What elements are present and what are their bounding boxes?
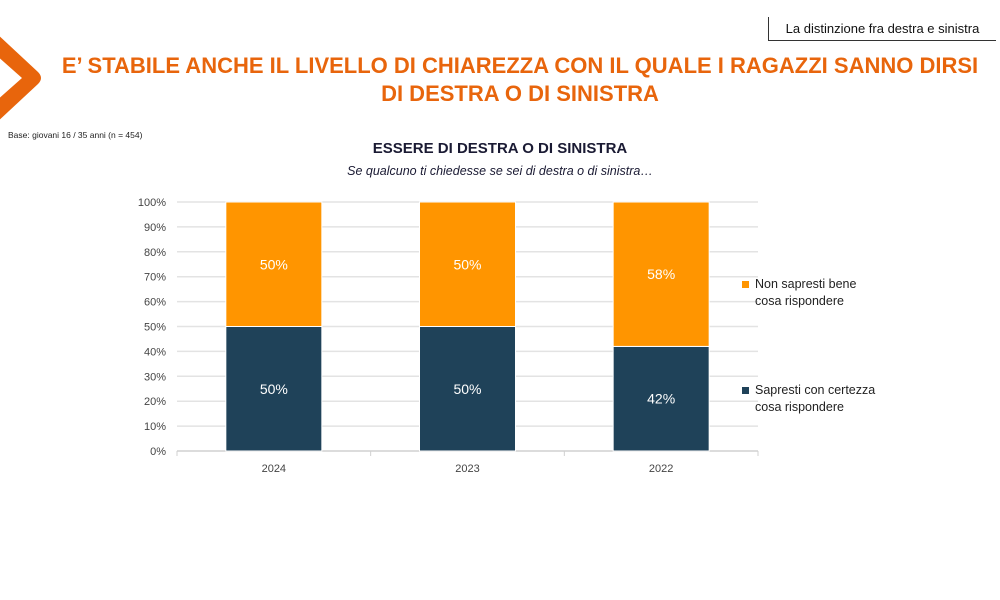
y-tick-label: 50% xyxy=(144,322,166,334)
bar-sapresti-2023 xyxy=(419,326,516,452)
section-tag: La distinzione fra destra e sinistra xyxy=(768,17,996,41)
bar-non-sapresti-2024 xyxy=(225,201,323,327)
chevron-logo-icon xyxy=(0,36,41,120)
legend-item-non-sapresti: Non sapresti bene cosa rispondere xyxy=(742,276,885,310)
bar-non-sapresti-2023 xyxy=(419,201,516,327)
legend-label: Sapresti con certezza cosa rispondere xyxy=(755,383,876,414)
page-title-line2: DI DESTRA O DI SINISTRA xyxy=(381,81,659,106)
y-tick-label: 90% xyxy=(144,222,166,234)
data-label: 50% xyxy=(260,256,288,272)
base-note: Base: giovani 16 / 35 anni (n = 454) xyxy=(8,130,143,140)
legend-label: Non sapresti bene cosa rispondere xyxy=(755,277,857,308)
y-tick-label: 70% xyxy=(144,272,166,284)
chart-subtitle: Se qualcuno ti chiedesse se sei di destr… xyxy=(347,164,653,178)
data-label: 58% xyxy=(647,266,675,282)
bar-non-sapresti-2022 xyxy=(612,201,710,347)
y-tick-label: 20% xyxy=(144,396,166,408)
data-label: 42% xyxy=(647,391,675,407)
legend-swatch-navy xyxy=(742,387,749,394)
y-tick-label: 60% xyxy=(144,297,166,309)
x-tick-label: 2023 xyxy=(455,463,479,475)
bar-sapresti-2024 xyxy=(225,326,323,452)
y-tick-label: 0% xyxy=(150,446,166,458)
data-label: 50% xyxy=(453,381,481,397)
y-tick-label: 10% xyxy=(144,421,166,433)
y-tick-label: 30% xyxy=(144,371,166,383)
y-tick-label: 80% xyxy=(144,247,166,259)
data-label: 50% xyxy=(453,256,481,272)
section-tag-label: La distinzione fra destra e sinistra xyxy=(785,21,980,36)
legend-swatch-orange xyxy=(742,281,749,288)
page-title-line1: E’ STABILE ANCHE IL LIVELLO DI CHIAREZZA… xyxy=(61,53,979,78)
legend-item-sapresti: Sapresti con certezza cosa rispondere xyxy=(742,382,885,416)
y-tick-label: 40% xyxy=(144,346,166,358)
x-tick-label: 2022 xyxy=(649,463,673,475)
bar-sapresti-2022 xyxy=(612,345,710,452)
page-title: E’ STABILE ANCHE IL LIVELLO DI CHIAREZZA… xyxy=(60,52,980,108)
x-tick-label: 2024 xyxy=(262,463,286,475)
data-label: 50% xyxy=(260,381,288,397)
chart-title: ESSERE DI DESTRA O DI SINISTRA xyxy=(372,140,628,157)
y-tick-label: 100% xyxy=(138,197,166,209)
